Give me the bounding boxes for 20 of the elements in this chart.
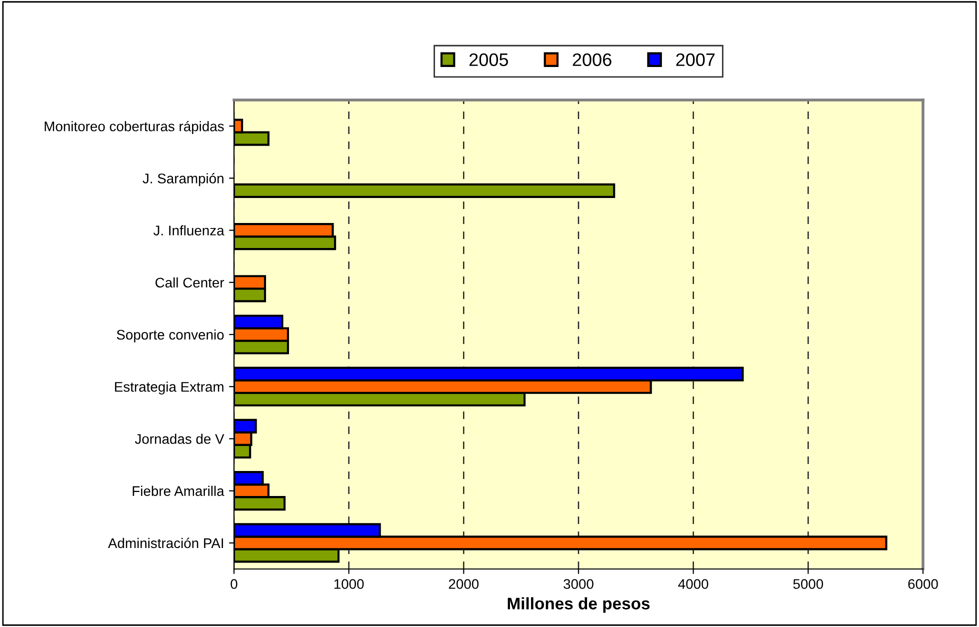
y-tick-label: J. Sarampión bbox=[142, 173, 224, 186]
x-tick-label: 5000 bbox=[793, 579, 824, 589]
y-tick-label: Estrategia Extram bbox=[115, 382, 224, 395]
y-tick-label: Monitoreo coberturas rápidas bbox=[44, 120, 224, 134]
legend-label: 2007 bbox=[676, 53, 715, 66]
y-tick-label: Call Center bbox=[156, 277, 224, 288]
y-tick-label: Fiebre Amarilla bbox=[132, 486, 224, 496]
y-tick-label: Soporte convenio bbox=[116, 329, 224, 342]
x-tick-label: 1000 bbox=[334, 579, 364, 589]
x-tick-label: 6000 bbox=[908, 579, 938, 589]
y-tick-label: J. Influenza bbox=[153, 225, 224, 236]
x-tick-label: 4000 bbox=[678, 579, 708, 589]
legend-label: 2006 bbox=[572, 53, 612, 66]
x-tick-label: 3000 bbox=[564, 579, 594, 589]
x-tick-label: 0 bbox=[230, 579, 238, 589]
y-tick-label: Administración PAI bbox=[108, 538, 223, 548]
x-tick-label: 2000 bbox=[448, 579, 479, 589]
legend-label: 2005 bbox=[470, 53, 508, 66]
x-axis-title: Millones de pesos bbox=[508, 597, 650, 613]
y-tick-label: Jornadas de V bbox=[134, 434, 224, 444]
